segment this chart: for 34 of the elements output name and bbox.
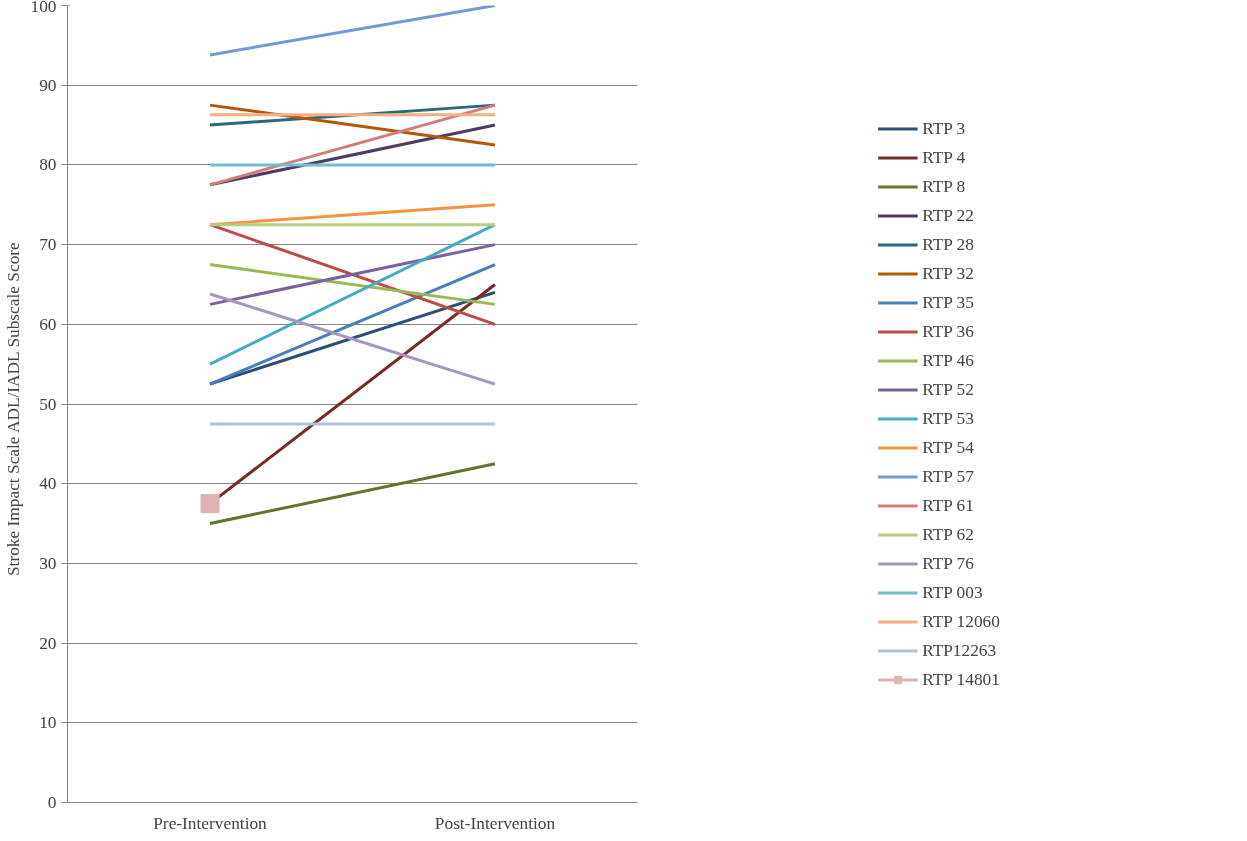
legend-label: RTP 3 — [922, 118, 966, 138]
legend-label: RTP12263 — [922, 640, 997, 660]
legend-label: RTP 35 — [922, 292, 974, 312]
x-tick-label: Post-Intervention — [434, 813, 556, 833]
y-tick-label: 90 — [39, 75, 57, 95]
legend-label: RTP 52 — [922, 379, 974, 399]
legend-label: RTP 14801 — [922, 669, 1000, 689]
y-tick-label: 40 — [39, 474, 57, 494]
legend-label: RTP 76 — [922, 553, 974, 573]
legend-label: RTP 54 — [922, 437, 974, 457]
y-tick-label: 80 — [39, 155, 57, 175]
legend-label: RTP 003 — [922, 582, 983, 602]
legend-label: RTP 62 — [922, 524, 974, 544]
legend-label: RTP 61 — [922, 495, 974, 515]
y-tick-label: 50 — [39, 394, 57, 414]
legend-label: RTP 57 — [922, 466, 974, 486]
legend-label: RTP 12060 — [922, 611, 1000, 631]
y-tick-label: 60 — [39, 314, 57, 334]
legend-label: RTP 32 — [922, 263, 974, 283]
legend-label: RTP 22 — [922, 205, 974, 225]
y-tick-label: 0 — [47, 793, 57, 812]
legend-label: RTP 46 — [922, 350, 974, 370]
y-tick-label: 30 — [39, 553, 57, 573]
y-tick-label: 20 — [39, 633, 57, 653]
legend-label: RTP 28 — [922, 234, 974, 254]
legend-label: RTP 53 — [922, 408, 974, 428]
legend-label: RTP 4 — [922, 147, 966, 167]
x-tick-label: Pre-Intervention — [153, 813, 268, 833]
y-axis-title: Stroke Impact Scale ADL/IADL Subscale Score — [3, 241, 23, 577]
legend-label: RTP 8 — [922, 176, 966, 196]
y-tick-label: 70 — [39, 235, 57, 255]
legend-label: RTP 36 — [922, 321, 974, 341]
y-tick-label: 10 — [39, 713, 57, 733]
y-tick-label: 100 — [30, 0, 57, 16]
